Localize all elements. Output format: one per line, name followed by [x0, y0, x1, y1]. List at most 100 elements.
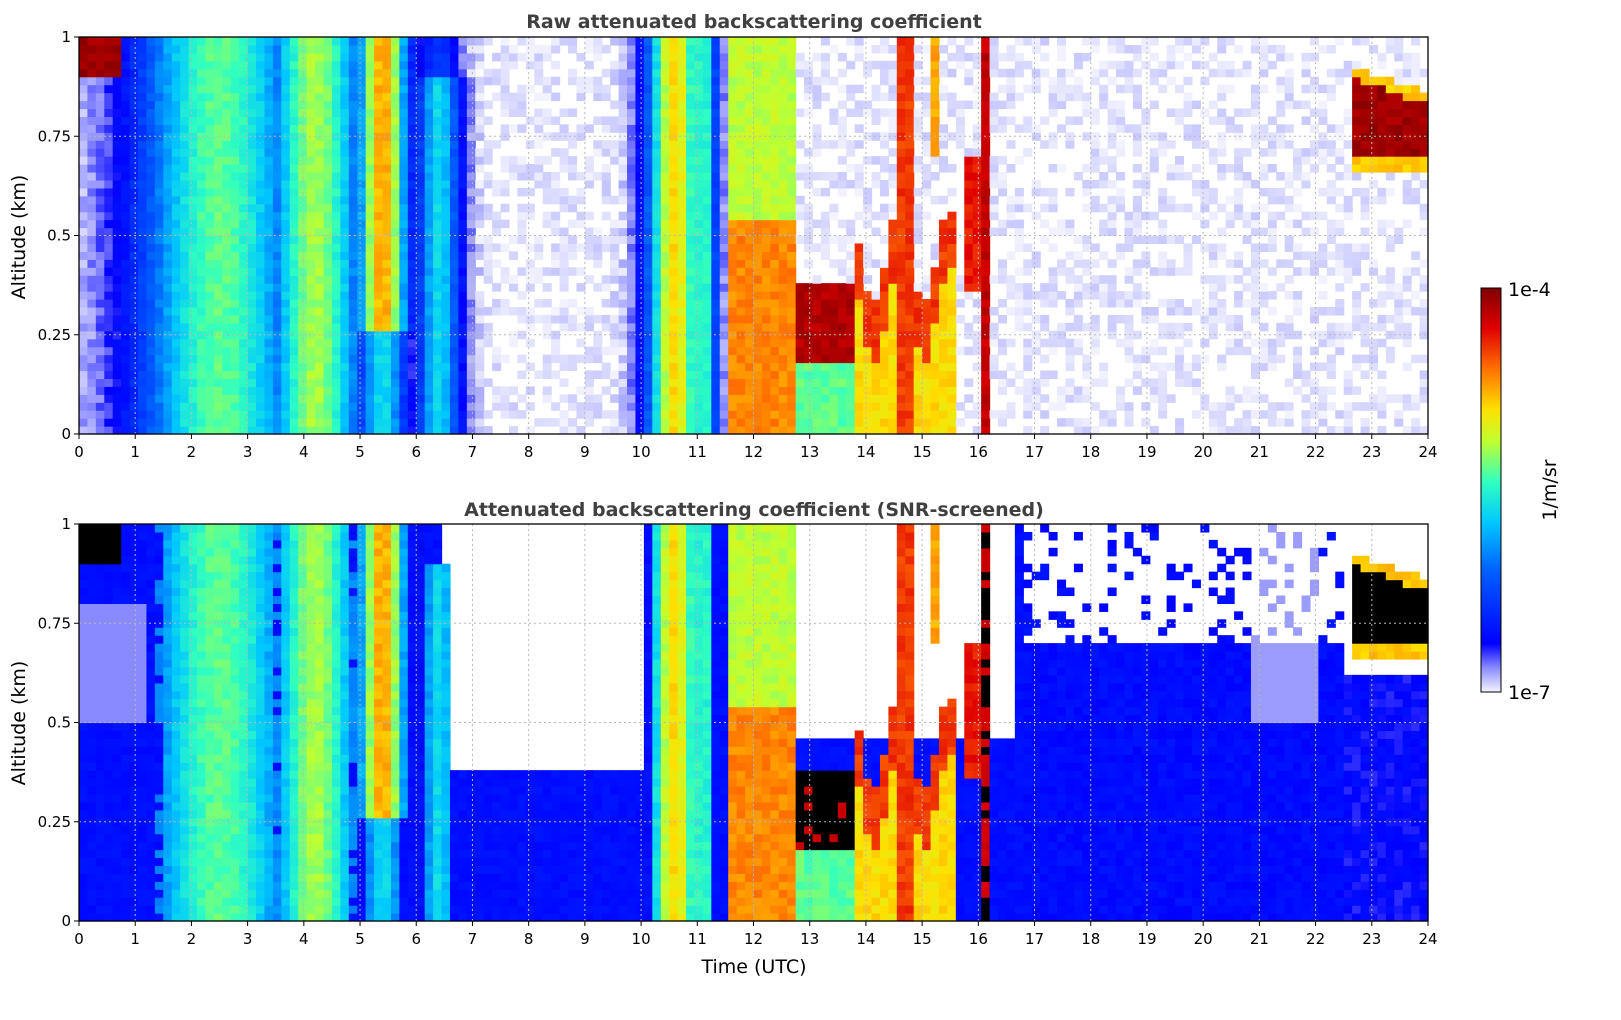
heatmap-cell: [854, 108, 864, 117]
heatmap-cell: [837, 84, 847, 94]
heatmap-cell: [357, 84, 367, 94]
heatmap-cell: [643, 346, 653, 356]
heatmap-cell: [340, 418, 350, 427]
heatmap-cell: [424, 267, 434, 276]
heatmap-cell: [264, 84, 274, 94]
heatmap-cell: [702, 299, 712, 308]
heatmap-cell: [112, 283, 122, 292]
heatmap-cell: [1090, 402, 1100, 411]
heatmap-cell: [87, 52, 97, 62]
heatmap-cell: [441, 370, 451, 380]
heatmap-cell: [424, 84, 434, 94]
heatmap-cell: [930, 140, 940, 149]
heatmap-cell: [213, 60, 223, 70]
heatmap-cell: [913, 203, 923, 213]
heatmap-cell: [121, 402, 131, 411]
heatmap-cell: [87, 187, 97, 197]
heatmap-cell: [188, 314, 198, 324]
heatmap-cell: [382, 418, 392, 427]
heatmap-cell: [711, 100, 721, 110]
heatmap-cell: [719, 306, 729, 316]
heatmap-cell: [416, 124, 426, 133]
heatmap-cell: [348, 426, 358, 435]
heatmap-cell: [315, 314, 325, 324]
heatmap-cell: [930, 60, 940, 70]
heatmap-cell: [441, 346, 451, 356]
heatmap-cell: [298, 386, 308, 395]
heatmap-cell: [239, 219, 249, 229]
heatmap-cell: [197, 227, 207, 237]
heatmap-cell: [315, 179, 325, 189]
heatmap-cell: [1014, 235, 1024, 245]
heatmap-cell: [1065, 251, 1075, 260]
heatmap-cell: [635, 306, 645, 316]
heatmap-cell: [652, 227, 662, 237]
heatmap-cell: [1014, 92, 1024, 102]
heatmap-cell: [745, 275, 755, 284]
heatmap-cell: [972, 346, 982, 356]
heatmap-cell: [180, 108, 190, 117]
heatmap-cell: [348, 100, 358, 110]
heatmap-cell: [239, 386, 249, 395]
heatmap-cell: [998, 338, 1008, 348]
heatmap-cell: [618, 426, 628, 435]
heatmap-cell: [95, 203, 105, 213]
heatmap-cell: [87, 227, 97, 237]
heatmap-cell: [180, 60, 190, 70]
heatmap-cell: [1090, 283, 1100, 292]
heatmap-cell: [348, 251, 358, 260]
heatmap-cell: [104, 203, 114, 213]
heatmap-cell: [1006, 84, 1016, 94]
heatmap-cell: [256, 402, 266, 411]
heatmap-cell: [475, 108, 485, 117]
heatmap-cell: [298, 164, 308, 173]
heatmap-cell: [256, 378, 266, 387]
heatmap-cell: [365, 386, 375, 395]
heatmap-cell: [643, 243, 653, 252]
heatmap-cell: [112, 299, 122, 308]
heatmap-cell: [1031, 402, 1041, 411]
heatmap-cell: [829, 314, 839, 324]
heatmap-cell: [998, 418, 1008, 427]
heatmap-cell: [1082, 426, 1092, 435]
heatmap-cell: [357, 92, 367, 102]
heatmap-cell: [138, 100, 148, 110]
heatmap-cell: [677, 235, 687, 245]
heatmap-cell: [989, 211, 999, 221]
heatmap-cell: [787, 179, 797, 189]
heatmap-cell: [79, 124, 89, 133]
heatmap-cell: [913, 116, 923, 125]
heatmap-cell: [163, 362, 173, 372]
heatmap-cell: [787, 370, 797, 380]
heatmap-cell: [163, 171, 173, 181]
heatmap-cell: [627, 362, 637, 372]
heatmap-cell: [129, 171, 139, 181]
heatmap-cell: [348, 37, 358, 46]
heatmap-cell: [390, 291, 400, 300]
heatmap-cell: [879, 179, 889, 189]
heatmap-cell: [660, 76, 670, 86]
heatmap-cell: [264, 322, 274, 332]
heatmap-cell: [1082, 235, 1092, 245]
heatmap-cell: [357, 370, 367, 380]
heatmap-cell: [770, 171, 780, 181]
heatmap-cell: [357, 52, 367, 62]
heatmap-cell: [871, 338, 881, 348]
heatmap-cell: [188, 251, 198, 260]
heatmap-cell: [660, 259, 670, 268]
heatmap-cell: [256, 283, 266, 292]
heatmap-cell: [1006, 203, 1016, 213]
heatmap-cell: [138, 148, 148, 157]
heatmap-cell: [222, 378, 232, 387]
heatmap-cell: [399, 259, 409, 268]
heatmap-cell: [930, 44, 940, 54]
heatmap-cell: [837, 354, 847, 364]
heatmap-cell: [441, 171, 451, 181]
heatmap-cell: [829, 346, 839, 356]
heatmap-cell: [1040, 354, 1050, 364]
heatmap-cell: [382, 386, 392, 395]
heatmap-cell: [104, 330, 114, 340]
heatmap-cell: [129, 140, 139, 149]
heatmap-cell: [846, 164, 856, 173]
heatmap-cell: [896, 354, 906, 364]
